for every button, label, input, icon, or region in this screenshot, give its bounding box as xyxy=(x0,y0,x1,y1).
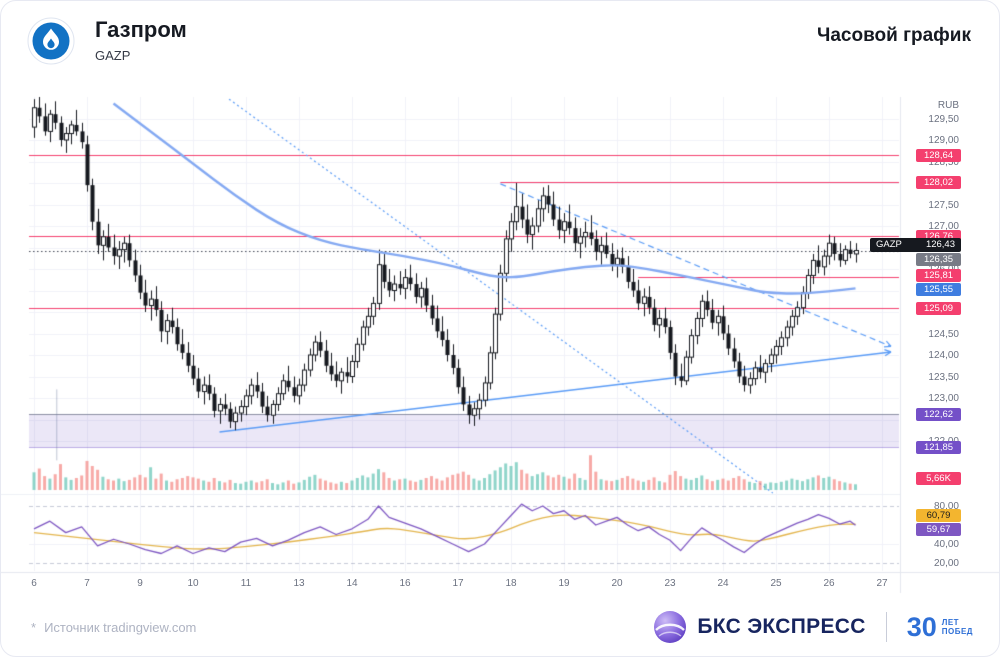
anniversary-number: 30 xyxy=(906,611,937,642)
anniversary-logo: 30 ЛЕТ ПОБЕД xyxy=(906,611,973,642)
brand-separator xyxy=(885,612,887,642)
bks-sphere-icon xyxy=(654,611,687,643)
page-title: Газпром xyxy=(95,17,187,42)
ticker-label: GAZP xyxy=(95,48,131,63)
source-attribution: * Источник tradingview.com xyxy=(31,620,196,635)
footer: * Источник tradingview.com БКС ЭКСПРЕСС 3… xyxy=(31,602,973,652)
gazprom-logo-icon xyxy=(27,17,75,65)
header: Газпром GAZP Часовой график xyxy=(27,17,971,65)
anniversary-line1: ЛЕТ xyxy=(941,618,960,627)
timeframe-title: Часовой график xyxy=(817,25,971,46)
anniversary-line2: ПОБЕД xyxy=(941,627,973,636)
source-text: Источник tradingview.com xyxy=(44,619,197,635)
source-asterisk: * xyxy=(31,619,37,635)
brand-name: БКС ЭКСПРЕСС xyxy=(697,615,866,638)
bks-express-logo: БКС ЭКСПРЕСС 30 ЛЕТ ПОБЕД xyxy=(653,610,973,644)
